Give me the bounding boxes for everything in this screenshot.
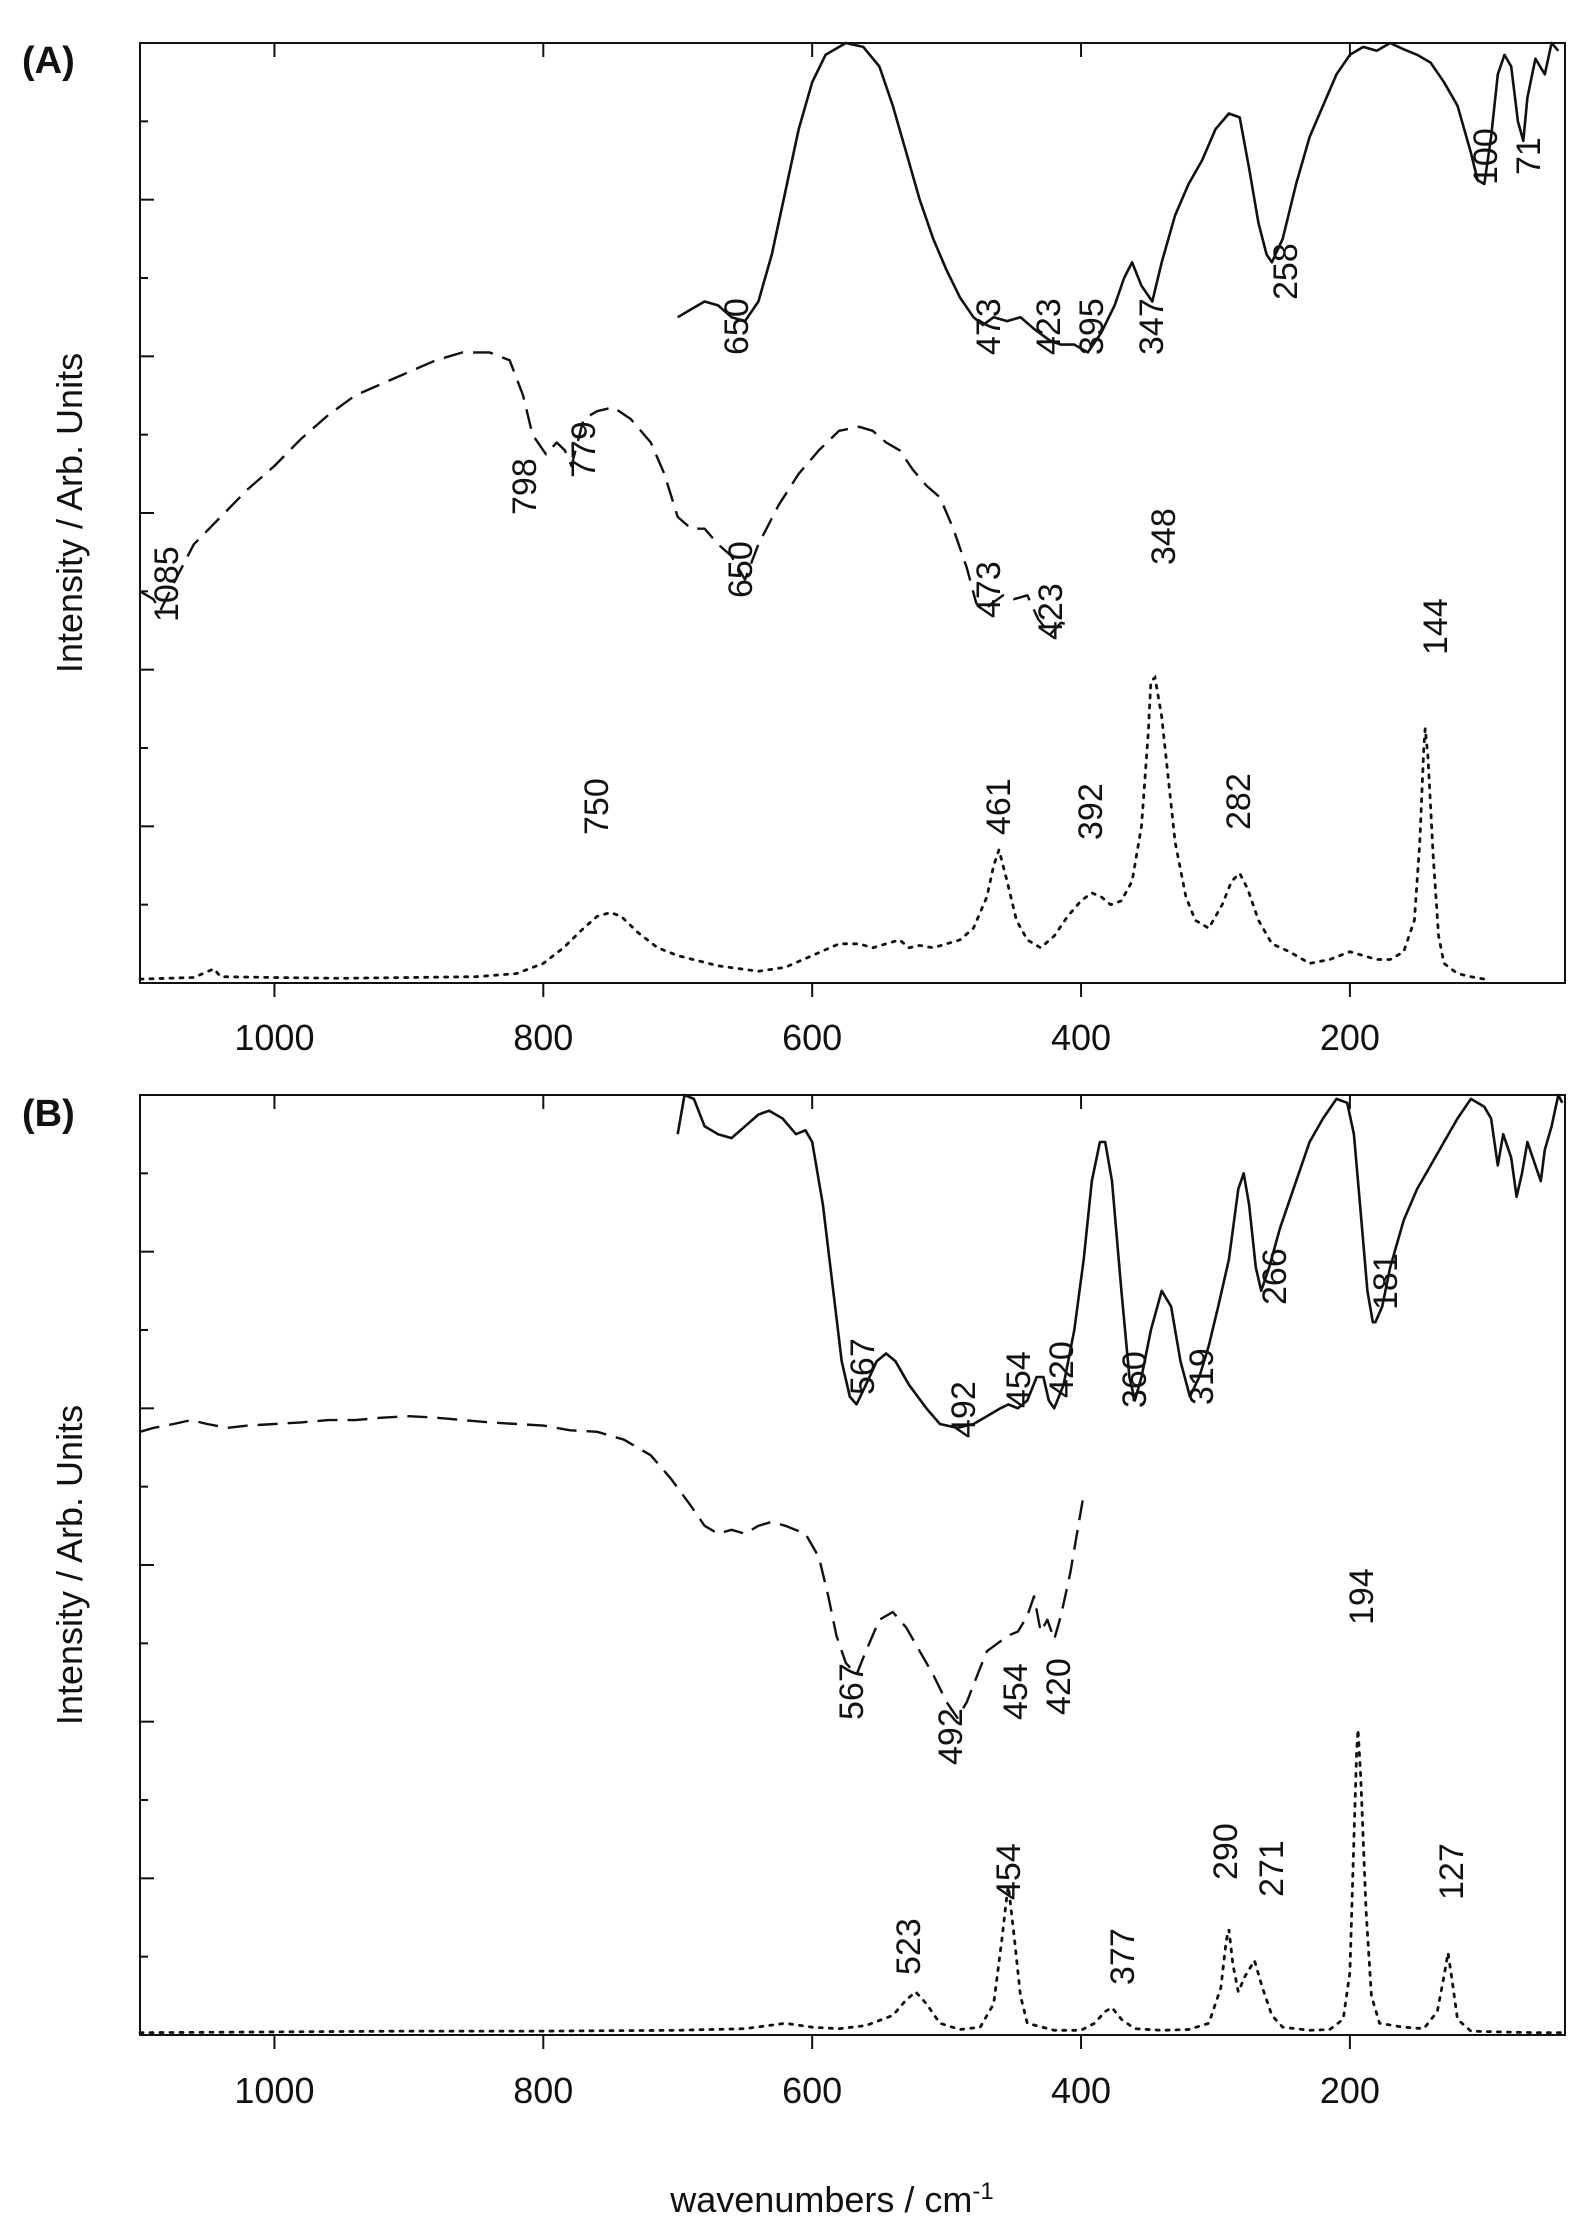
peak-label: 461 — [980, 778, 1018, 835]
peak-label: 194 — [1343, 1568, 1381, 1625]
plot-frame — [139, 42, 1566, 984]
peak-label: 71 — [1510, 137, 1548, 175]
peak-label: 266 — [1256, 1248, 1294, 1305]
peak-label: 779 — [565, 421, 603, 478]
peak-label: 420 — [1040, 1658, 1078, 1715]
solid-spectrum-line — [677, 41, 1560, 354]
peak-label: 347 — [1133, 298, 1171, 355]
peak-label: 1085 — [148, 546, 186, 622]
x-tick-label: 400 — [1051, 2070, 1111, 2111]
solid-spectrum-line — [676, 1093, 1564, 1430]
peak-label: 395 — [1073, 298, 1111, 355]
peak-label: 473 — [970, 298, 1008, 355]
peak-label: 271 — [1253, 1840, 1291, 1897]
peak-label: 420 — [1043, 1341, 1081, 1398]
peak-label: 377 — [1104, 1928, 1142, 1985]
peak-label: 454 — [990, 1843, 1028, 1900]
panel-label: (B) — [22, 1093, 75, 1135]
peak-label: 319 — [1183, 1348, 1221, 1405]
peak-label: 650 — [718, 298, 756, 355]
x-tick-label: 1000 — [234, 2070, 314, 2111]
dotted-spectrum-line — [138, 674, 1486, 981]
peak-label: 423 — [1030, 298, 1068, 355]
peak-label: 650 — [722, 541, 760, 598]
peak-label: 454 — [997, 1663, 1035, 1720]
x-tick-label: 800 — [513, 2070, 573, 2111]
peak-label: 258 — [1267, 243, 1305, 300]
peak-label: 144 — [1417, 598, 1455, 655]
x-tick-label: 800 — [513, 1017, 573, 1058]
y-axis-label: Intensity / Arb. Units — [49, 1405, 90, 1725]
peak-label: 127 — [1433, 1843, 1471, 1900]
panel-b: 1000 800 600 400 200 Intensity / Arb. Units (B… — [22, 1093, 1567, 2111]
x-axis-label: wavenumbers / cm-1 — [669, 2178, 993, 2221]
x-tick-label: 200 — [1320, 2070, 1380, 2111]
peak-label: 454 — [1000, 1351, 1038, 1408]
peak-label: 423 — [1032, 583, 1070, 640]
x-tick-label: 400 — [1051, 1017, 1111, 1058]
panel-a: 1000 800 600 400 200 Intensity / Arb. Units (A… — [22, 40, 1566, 1058]
x-tick-label: 600 — [782, 2070, 842, 2111]
peak-label: 181 — [1367, 1253, 1405, 1310]
panel-label: (A) — [22, 40, 75, 82]
peak-label: 392 — [1072, 783, 1110, 840]
peak-label: 750 — [578, 778, 616, 835]
dashed-spectrum-line — [139, 351, 1075, 636]
dashed-spectrum-line — [139, 1415, 1085, 1719]
peak-label: 348 — [1145, 508, 1183, 565]
y-axis-label: Intensity / Arb. Units — [49, 353, 90, 673]
x-tick-label: 1000 — [234, 1017, 314, 1058]
peak-label: 492 — [945, 1381, 983, 1438]
peak-label: 473 — [970, 561, 1008, 618]
peak-label: 523 — [890, 1918, 928, 1975]
x-tick-label: 600 — [782, 1017, 842, 1058]
peak-label: 282 — [1220, 773, 1258, 830]
peak-label: 492 — [932, 1708, 970, 1765]
peak-label: 290 — [1207, 1823, 1245, 1880]
x-tick-label: 200 — [1320, 1017, 1380, 1058]
peak-label: 100 — [1467, 128, 1505, 185]
dotted-spectrum-line — [138, 1729, 1567, 2035]
peak-label: 360 — [1116, 1351, 1154, 1408]
peak-label: 567 — [844, 1338, 882, 1395]
peak-label: 567 — [833, 1663, 871, 1720]
peak-label: 798 — [506, 458, 544, 515]
